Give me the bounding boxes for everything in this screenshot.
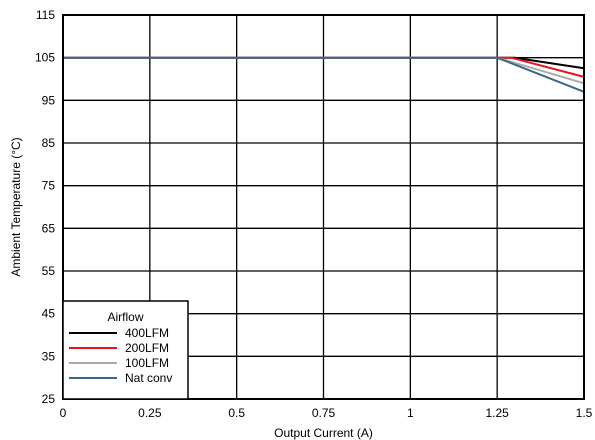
legend-box	[62, 300, 189, 400]
legend-title: Airflow	[107, 310, 143, 324]
x-tick-label: 1.5	[576, 406, 593, 420]
y-tick-label: 25	[42, 392, 56, 406]
y-tick-label: 65	[42, 221, 56, 235]
y-tick-label: 75	[42, 179, 56, 193]
x-tick-label: 1	[407, 406, 414, 420]
legend-label: 400LFM	[125, 326, 169, 340]
series-lines	[63, 56, 585, 93]
x-axis-title: Output Current (A)	[274, 426, 373, 440]
x-tick-label: 0	[60, 406, 67, 420]
x-tick-label: 0.5	[228, 406, 245, 420]
y-tick-label: 105	[35, 51, 55, 65]
y-tick-labels: 25 35 45 55 65 75 85 95 105 115	[35, 8, 55, 406]
x-tick-label: 0.25	[138, 406, 162, 420]
legend-label: 100LFM	[125, 356, 169, 370]
series-line-nat-conv	[63, 56, 585, 93]
y-tick-label: 85	[42, 136, 56, 150]
legend-label: Nat conv	[125, 371, 172, 385]
y-tick-label: 115	[36, 8, 55, 22]
plot-frame	[62, 14, 585, 400]
x-tick-label: 1.25	[485, 406, 509, 420]
x-tick-labels: 0 0.25 0.5 0.75 1 1.25 1.5	[60, 406, 593, 420]
y-tick-label: 95	[42, 93, 56, 107]
y-tick-label: 45	[42, 307, 56, 321]
x-tick-label: 0.75	[312, 406, 336, 420]
y-tick-label: 55	[42, 264, 56, 278]
legend-label: 200LFM	[125, 341, 169, 355]
y-axis-title: Ambient Temperature (°C)	[9, 137, 23, 276]
y-tick-label: 35	[42, 349, 56, 363]
